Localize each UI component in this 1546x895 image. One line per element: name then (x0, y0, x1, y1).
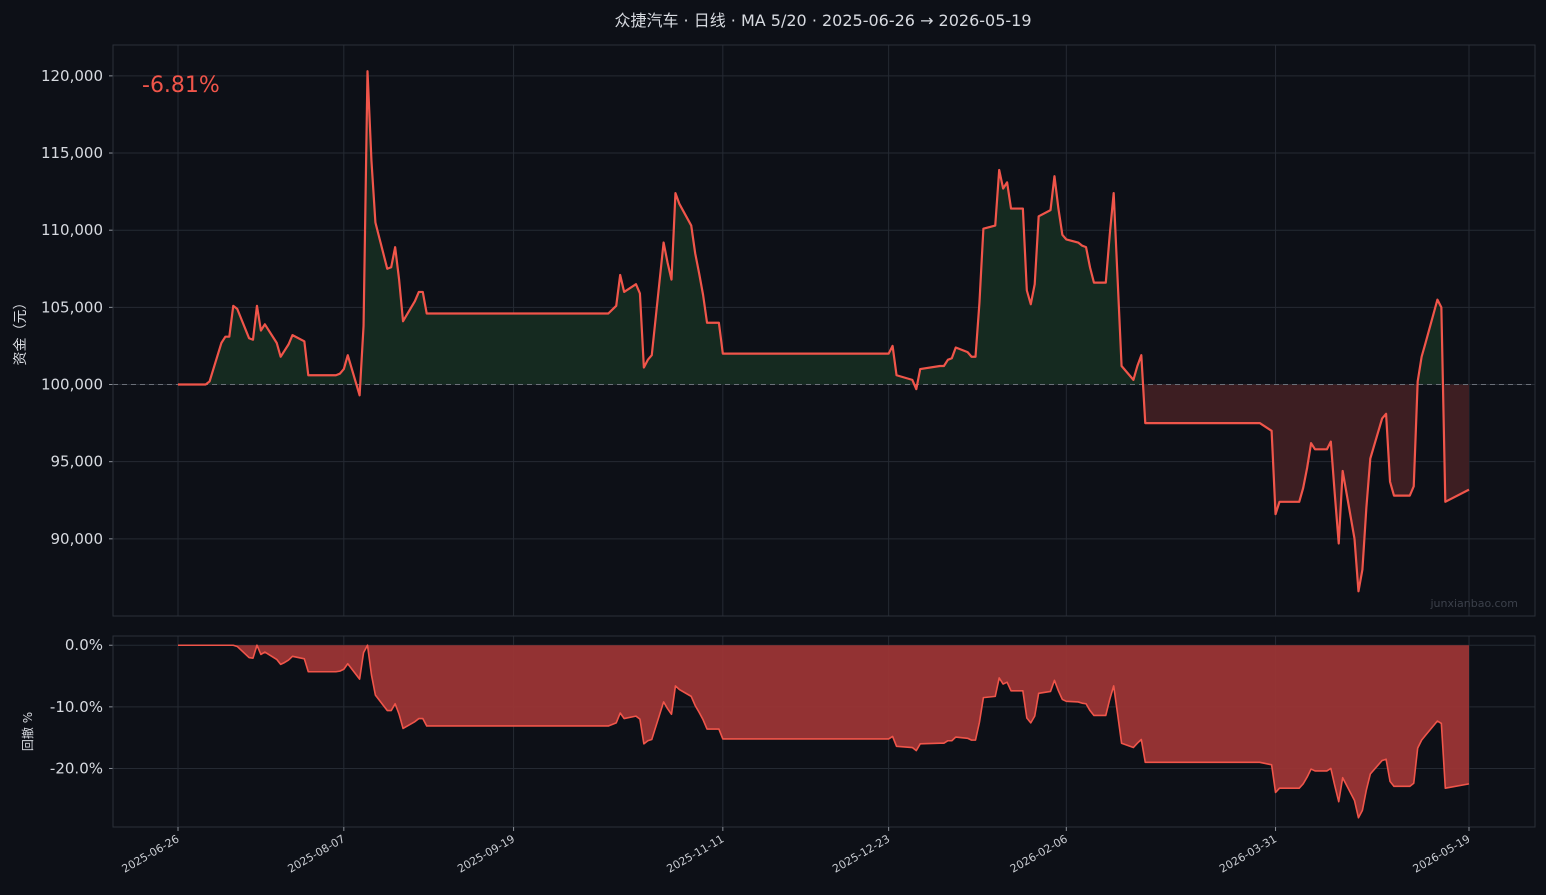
equity-fill (178, 71, 1469, 592)
y-tick-label: 0.0% (65, 636, 103, 654)
x-tick-label: 2026-02-06 (1008, 832, 1070, 875)
y-tick-label: 120,000 (41, 67, 103, 85)
loss-area (178, 384, 1469, 592)
drawdown-frame (112, 635, 1536, 828)
equity-y-ticks: 90,000 95,000 100,000 105,000 110,000 115,000… (41, 67, 113, 548)
return-label: -6.81% (142, 73, 220, 98)
drawdown-panel: -20.0% -10.0% 0.0% 回撤 % (20, 635, 1536, 828)
y-tick-label: -10.0% (50, 698, 103, 716)
y-tick-label: 90,000 (51, 530, 104, 548)
x-tick-label: 2025-11-11 (664, 832, 726, 875)
chart-title: 众捷汽车 · 日线 · MA 5/20 · 2025-06-26 → 2026-… (614, 11, 1031, 30)
equity-panel: 90,000 95,000 100,000 105,000 110,000 115,000… (13, 44, 1536, 617)
y-tick-label: 110,000 (41, 221, 103, 239)
y-tick-label: 100,000 (41, 376, 103, 394)
x-tick-label: 2025-08-07 (285, 832, 347, 875)
x-axis-ticks: 2025-06-26 2025-08-07 2025-09-19 2025-11-11… (120, 827, 1473, 876)
equity-grid (113, 45, 1535, 616)
y-tick-label: 95,000 (51, 453, 104, 471)
equity-y-axis-label: 资金（元） (13, 296, 29, 366)
x-tick-label: 2026-05-19 (1411, 832, 1473, 875)
profit-area (178, 71, 1443, 385)
y-tick-label: -20.0% (50, 759, 103, 777)
x-tick-label: 2025-06-26 (120, 832, 182, 875)
equity-line (178, 70, 1470, 593)
y-tick-label: 115,000 (41, 144, 103, 162)
y-tick-label: 105,000 (41, 298, 103, 316)
drawdown-line (178, 644, 1470, 819)
watermark: junxianbao.com (1429, 597, 1518, 610)
drawdown-y-axis-label: 回撤 % (20, 712, 35, 751)
x-tick-label: 2026-03-31 (1217, 832, 1279, 875)
drawdown-fill (178, 645, 1469, 818)
equity-frame (112, 44, 1536, 617)
x-tick-label: 2025-12-23 (830, 832, 892, 875)
drawdown-y-ticks: -20.0% -10.0% 0.0% (50, 636, 113, 777)
x-tick-label: 2025-09-19 (455, 832, 517, 875)
